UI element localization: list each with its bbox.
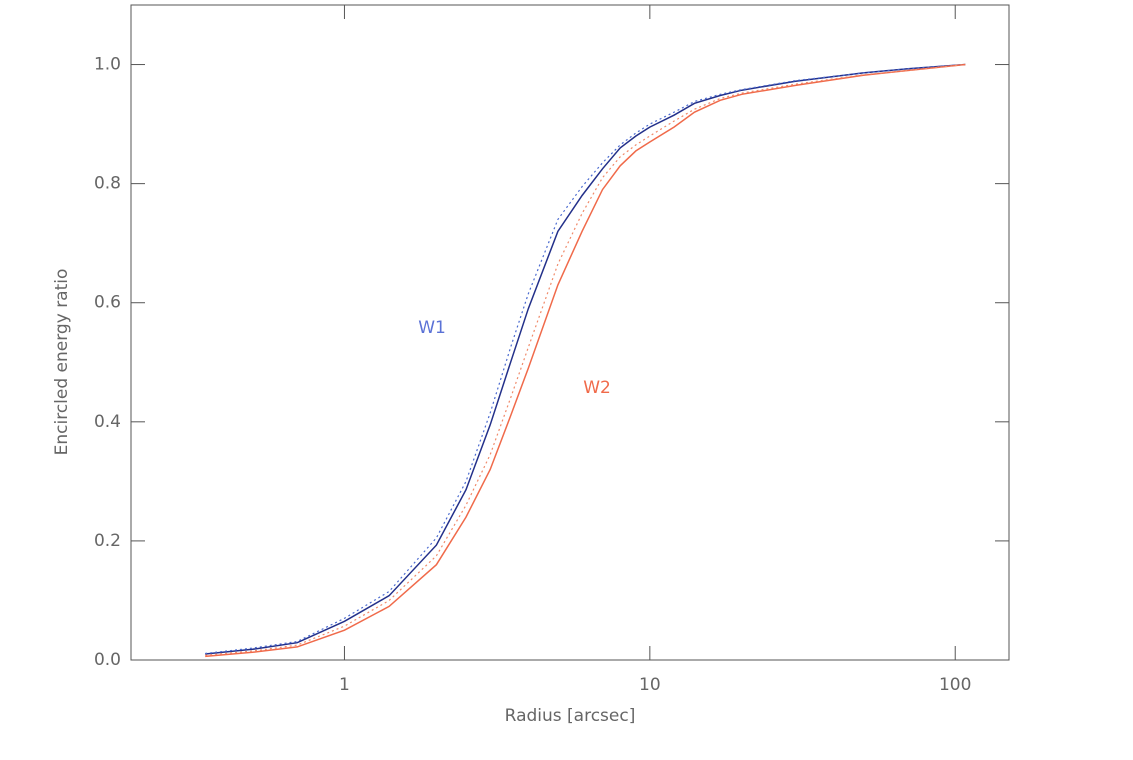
series-label: W1 <box>418 318 446 338</box>
series-label: W2 <box>583 378 611 398</box>
y-axis-label: Encircled energy ratio <box>52 269 72 456</box>
y-tick-label: 0.2 <box>94 531 121 551</box>
y-tick-label: 0.0 <box>94 650 121 670</box>
plot-frame <box>130 4 1010 661</box>
line-series <box>205 63 966 658</box>
y-tick-label: 0.6 <box>94 293 121 313</box>
x-tick-label: 10 <box>639 675 661 695</box>
line-series <box>205 63 966 655</box>
y-tick-label: 0.8 <box>94 174 121 194</box>
y-tick-label: 0.4 <box>94 412 121 432</box>
line-series <box>205 63 966 656</box>
line-series <box>205 63 966 655</box>
y-tick-label: 1.0 <box>94 55 121 75</box>
x-tick-label: 1 <box>339 675 350 695</box>
x-axis-label: Radius [arcsec] <box>505 706 636 726</box>
x-tick-label: 100 <box>939 675 971 695</box>
